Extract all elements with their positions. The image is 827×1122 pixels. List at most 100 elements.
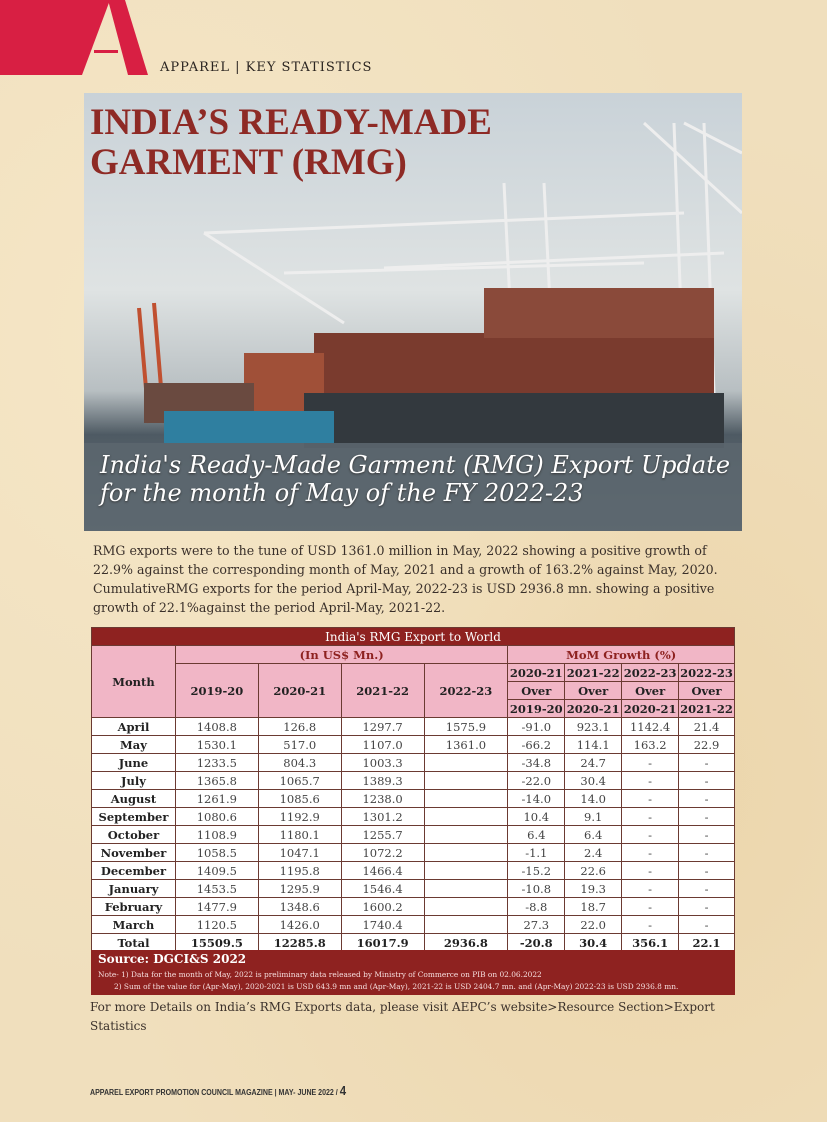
value-cell: - <box>678 861 735 880</box>
value-cell: 27.3 <box>507 915 566 934</box>
growth-header: 2021-22 <box>678 699 735 718</box>
growth-header: 2020-21 <box>507 663 566 682</box>
table-notes: Note- 1) Data for the month of May, 2022… <box>91 968 735 995</box>
hero-image: INDIA’S READY-MADE GARMENT (RMG) India's … <box>84 93 742 531</box>
value-cell: - <box>621 915 680 934</box>
table-row: October 1108.9 1180.1 1255.7 6.4 6.4- - <box>91 825 735 844</box>
growth-header: 2019-20 <box>507 699 566 718</box>
growth-header: Over <box>621 681 680 700</box>
intro-paragraph: RMG exports were to the tune of USD 1361… <box>93 543 718 615</box>
article-title-line2: GARMENT (RMG) <box>90 142 407 183</box>
table-row: December 1409.5 1195.8 1466.4 -15.2 22.6- - <box>91 861 735 880</box>
rmg-export-table: India's RMG Export to World Month (In US… <box>91 627 735 952</box>
page-number: 4 <box>339 1083 347 1098</box>
subtitle-line2: for the month of May of the FY 2022-23 <box>100 479 584 507</box>
value-cell: -14.0 <box>507 789 566 808</box>
value-cell: 12285.8 <box>257 933 342 952</box>
table-row: November 1058.5 1047.1 1072.2 -1.1 2.4- - <box>91 843 735 862</box>
growth-header: Over <box>564 681 623 700</box>
table-row: March 1120.5 1426.0 1740.4 27.3 22.0- - <box>91 915 735 934</box>
value-cell: -1.1 <box>507 843 566 862</box>
value-cell: 22.0 <box>564 915 623 934</box>
subtitle-line1: India's Ready-Made Garment (RMG) Export … <box>100 451 731 479</box>
value-cell: - <box>621 861 680 880</box>
value-cell: - <box>678 915 735 934</box>
footer-text: APPAREL EXPORT PROMOTION COUNCIL MAGAZIN… <box>90 1088 338 1097</box>
value-cell: 1058.5 <box>174 843 259 862</box>
value-cell: 1530.1 <box>174 735 259 754</box>
month-cell: August <box>91 789 176 808</box>
month-cell: November <box>91 843 176 862</box>
value-cell: 1348.6 <box>257 897 342 916</box>
value-cell: 1233.5 <box>174 753 259 772</box>
value-cell: 18.7 <box>564 897 623 916</box>
value-cell: -15.2 <box>507 861 566 880</box>
value-cell: 1361.0 <box>423 735 509 754</box>
month-cell: February <box>91 897 176 916</box>
port-cranes-illustration <box>84 121 742 531</box>
value-cell: - <box>678 879 735 898</box>
table-row: August 1261.9 1085.6 1238.0 -14.0 14.0- - <box>91 789 735 808</box>
year-header: 2019-20 <box>174 663 259 718</box>
section-label: APPAREL | KEY STATISTICS <box>160 60 373 75</box>
value-cell <box>423 897 509 916</box>
table-row: April 1408.8 126.8 1297.7 1575.9 -91.0 923.1 11… <box>91 717 735 736</box>
value-cell <box>423 789 509 808</box>
value-cell: 9.1 <box>564 807 623 826</box>
value-cell: 6.4 <box>564 825 623 844</box>
value-cell: 19.3 <box>564 879 623 898</box>
value-cell: 22.9 <box>678 735 735 754</box>
value-cell <box>423 825 509 844</box>
value-cell: 1238.0 <box>340 789 425 808</box>
value-cell: 356.1 <box>621 933 680 952</box>
value-cell: 163.2 <box>621 735 680 754</box>
month-header: Month <box>91 645 176 718</box>
month-cell: July <box>91 771 176 790</box>
value-cell: 1120.5 <box>174 915 259 934</box>
value-cell: - <box>678 843 735 862</box>
value-cell: - <box>678 789 735 808</box>
table-title: India's RMG Export to World <box>91 627 735 646</box>
value-group-header: (In US$ Mn.) <box>174 645 509 664</box>
value-cell: 1108.9 <box>174 825 259 844</box>
value-cell: - <box>678 897 735 916</box>
value-cell: -20.8 <box>507 933 566 952</box>
value-cell <box>423 771 509 790</box>
value-cell: 1072.2 <box>340 843 425 862</box>
growth-group-header: MoM Growth (%) <box>507 645 735 664</box>
value-cell <box>423 879 509 898</box>
value-cell: 1192.9 <box>257 807 342 826</box>
value-cell: 30.4 <box>564 933 623 952</box>
growth-header: 2022-23 <box>621 663 680 682</box>
value-cell: - <box>678 771 735 790</box>
value-cell: 126.8 <box>257 717 342 736</box>
value-cell: -22.0 <box>507 771 566 790</box>
table-row: Total 15509.5 12285.8 16017.9 2936.8 -20.8 30.… <box>91 933 735 952</box>
value-cell: 15509.5 <box>174 933 259 952</box>
value-cell: 1575.9 <box>423 717 509 736</box>
value-cell: 1301.2 <box>340 807 425 826</box>
value-cell: 22.1 <box>678 933 735 952</box>
growth-header: Over <box>678 681 735 700</box>
table-row: February 1477.9 1348.6 1600.2 -8.8 18.7- - <box>91 897 735 916</box>
month-cell: March <box>91 915 176 934</box>
value-cell: - <box>621 825 680 844</box>
value-cell: 1080.6 <box>174 807 259 826</box>
value-cell: 1740.4 <box>340 915 425 934</box>
value-cell: 517.0 <box>257 735 342 754</box>
month-cell: October <box>91 825 176 844</box>
value-cell: 1477.9 <box>174 897 259 916</box>
value-cell: 1453.5 <box>174 879 259 898</box>
table-row: June 1233.5 804.3 1003.3 -34.8 24.7- - <box>91 753 735 772</box>
value-cell: 6.4 <box>507 825 566 844</box>
value-cell: - <box>621 753 680 772</box>
value-cell: 804.3 <box>257 753 342 772</box>
value-cell: 1107.0 <box>340 735 425 754</box>
table-row: May 1530.1 517.0 1107.0 1361.0 -66.2 114.1 163.… <box>91 735 735 754</box>
more-details-text: For more Details on India’s RMG Exports … <box>90 1000 715 1033</box>
value-cell: 1466.4 <box>340 861 425 880</box>
value-cell: 1085.6 <box>257 789 342 808</box>
growth-header: 2022-23 <box>678 663 735 682</box>
value-cell: - <box>621 789 680 808</box>
article-title-line1: INDIA’S READY-MADE <box>90 102 492 143</box>
